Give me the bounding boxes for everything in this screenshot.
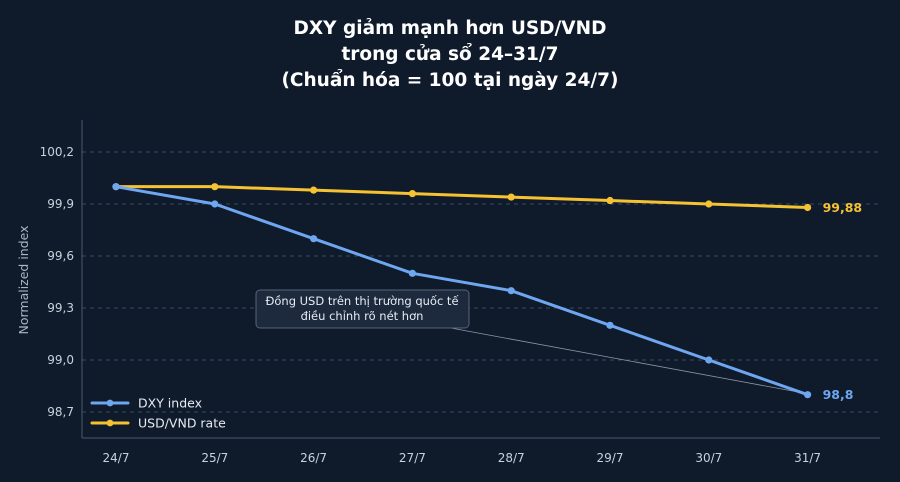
- chart-title: DXY giảm mạnh hơn USD/VND trong cửa sổ 24…: [281, 18, 618, 91]
- data-point: [310, 235, 318, 243]
- y-axis-label: Normalized index: [16, 225, 31, 334]
- legend-swatch-marker: [106, 419, 114, 427]
- y-tick-label: 99,6: [47, 249, 74, 263]
- series-layer: 99,88 98,8: [112, 183, 862, 402]
- data-point: [606, 196, 614, 205]
- y-tick-label: 100,2: [40, 145, 74, 159]
- y-tick-label: 99,3: [47, 301, 74, 315]
- data-point: [507, 287, 515, 295]
- data-point: [211, 183, 219, 191]
- x-tick-label: 28/7: [498, 451, 525, 465]
- end-value-label: 98,8: [823, 387, 854, 402]
- annotation-text: Đồng USD trên thị trường quốc tế: [265, 294, 459, 308]
- data-point: [705, 356, 713, 364]
- data-point: [310, 186, 318, 194]
- data-point: [804, 391, 812, 399]
- data-point: [606, 321, 614, 329]
- data-point: [112, 183, 120, 191]
- title-line: DXY giảm mạnh hơn USD/VND: [294, 18, 607, 39]
- series-0: 98,8: [112, 183, 853, 402]
- data-point: [804, 203, 812, 212]
- legend-item: USD/VND rate: [90, 416, 226, 431]
- annotation-box: [255, 289, 470, 329]
- data-point: [705, 200, 713, 208]
- annotation-leader-line: [439, 325, 802, 394]
- title-line: trong cửa sổ 24–31/7: [341, 43, 558, 65]
- data-point: [507, 193, 515, 201]
- data-point: [408, 190, 416, 198]
- series-line: [114, 185, 810, 397]
- x-axis: 24/7 25/7 26/7 27/7 28/7 29/7 30/7 31/7: [81, 120, 880, 465]
- x-tick-label: 30/7: [695, 451, 722, 465]
- x-tick-label: 24/7: [103, 451, 130, 465]
- x-tick-label: 29/7: [597, 451, 624, 465]
- legend-label: USD/VND rate: [138, 416, 226, 431]
- title-line: (Chuẩn hóa = 100 tại ngày 24/7): [281, 69, 618, 91]
- annotation-text: điều chỉnh rõ nét hơn: [301, 309, 424, 323]
- data-point: [408, 269, 416, 277]
- y-tick-label: 99,0: [47, 353, 74, 367]
- end-value-label: 99,88: [823, 200, 863, 215]
- legend-swatch-marker: [106, 399, 114, 407]
- legend-label: DXY index: [138, 396, 202, 411]
- legend-item: DXY index: [90, 396, 202, 411]
- legend: DXY index USD/VND rate: [90, 396, 226, 431]
- x-tick-label: 26/7: [300, 451, 327, 465]
- x-tick-label: 31/7: [794, 451, 821, 465]
- data-point: [211, 200, 219, 208]
- x-tick-label: 27/7: [399, 451, 426, 465]
- y-tick-label: 99,9: [47, 197, 74, 211]
- x-tick-label: 25/7: [201, 451, 228, 465]
- y-tick-label: 98,7: [47, 405, 74, 419]
- series-line: [114, 185, 810, 209]
- y-axis: 98,7 99,0 99,3 99,6 99,9 100,2: [40, 145, 74, 419]
